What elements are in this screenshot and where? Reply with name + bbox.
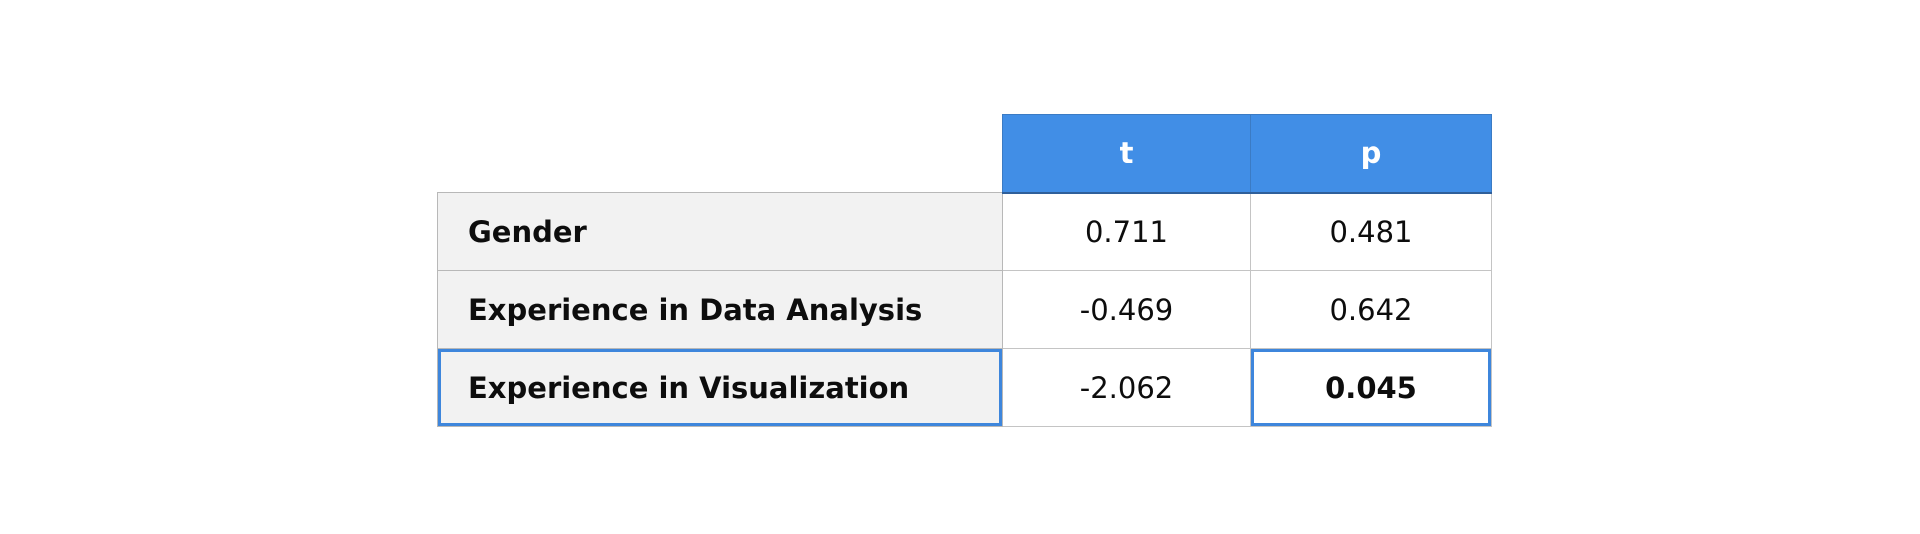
column-header-p: p: [1250, 114, 1492, 194]
p-value-gender: 0.481: [1250, 192, 1492, 271]
statistics-table: t p Gender 0.711 0.481 Experience in Dat…: [437, 114, 1492, 427]
table-row: Experience in Data Analysis -0.469 0.642: [437, 270, 1492, 349]
table-row: Experience in Visualization -2.062 0.045: [437, 348, 1492, 427]
row-label-data-analysis: Experience in Data Analysis: [437, 270, 1003, 349]
row-label-visualization-highlighted: Experience in Visualization: [437, 348, 1003, 427]
row-label-gender: Gender: [437, 192, 1003, 271]
blank-corner-cell: [437, 114, 1003, 193]
p-value-visualization-highlighted: 0.045: [1250, 348, 1492, 427]
table-header: t p: [437, 114, 1492, 194]
t-value-data-analysis: -0.469: [1002, 270, 1251, 349]
column-header-t: t: [1002, 114, 1251, 194]
table-body: Gender 0.711 0.481 Experience in Data An…: [437, 192, 1492, 427]
header-row: t p: [437, 114, 1492, 194]
t-value-visualization: -2.062: [1002, 348, 1251, 427]
p-value-data-analysis: 0.642: [1250, 270, 1492, 349]
table-row: Gender 0.711 0.481: [437, 192, 1492, 271]
t-value-gender: 0.711: [1002, 192, 1251, 271]
